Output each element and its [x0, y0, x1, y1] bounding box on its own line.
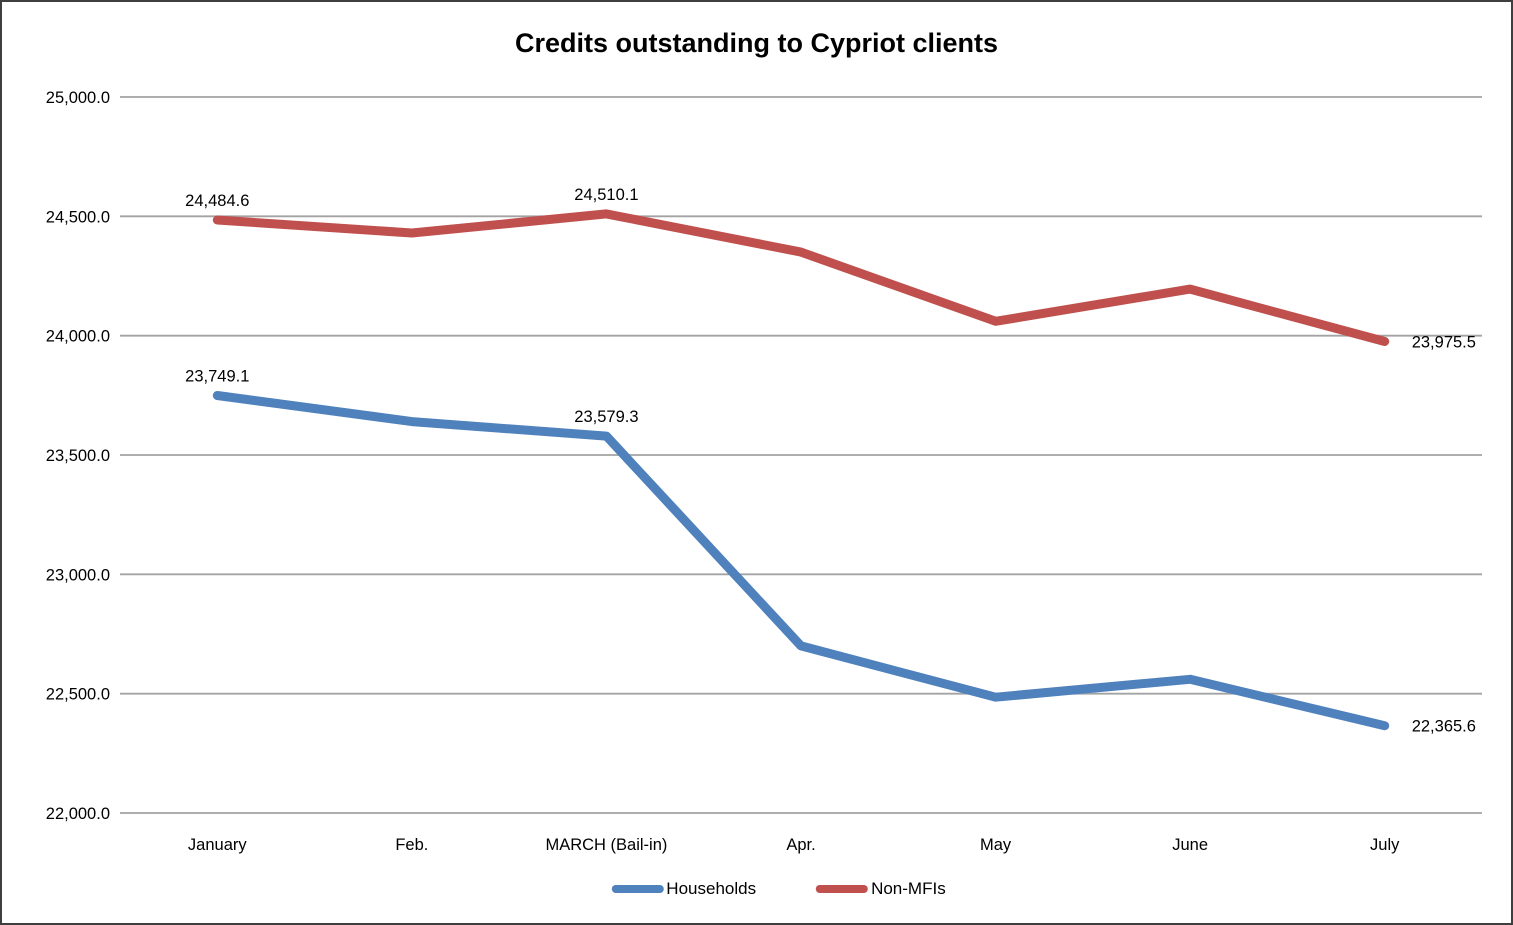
non-mfis-line-swatch [816, 885, 869, 893]
series-line-households [212, 391, 1390, 731]
x-axis-label: Apr. [786, 836, 815, 854]
legend-label-non-mfis: Non-MFIs [871, 879, 946, 898]
y-axis-tick-label: 23,000.0 [46, 566, 110, 584]
x-axis-label: May [980, 836, 1012, 854]
y-axis-tick-label: 23,500.0 [46, 447, 110, 465]
x-axis-label: July [1370, 836, 1400, 854]
legend-item-non-mfis: Non-MFIs [816, 879, 946, 899]
x-axis-label: MARCH (Bail-in) [545, 836, 667, 854]
y-axis-tick-label: 22,000.0 [46, 805, 110, 823]
data-label: 23,579.3 [574, 408, 638, 426]
y-axis-tick-label: 24,500.0 [46, 208, 110, 226]
y-axis-tick-label: 22,500.0 [46, 686, 110, 704]
data-label: 23,749.1 [185, 368, 249, 386]
x-axis-label: Feb. [395, 836, 428, 854]
chart-title: Credits outstanding to Cypriot clients [514, 28, 999, 58]
x-axis-label: January [188, 836, 247, 854]
data-label: 24,484.6 [185, 192, 249, 210]
y-axis-tick-label: 24,000.0 [46, 328, 110, 346]
data-label: 24,510.1 [574, 186, 638, 204]
legend: Households Non-MFIs [611, 879, 946, 899]
y-axis-tick-label: 25,000.0 [46, 89, 110, 107]
x-axis-label: June [1172, 836, 1208, 854]
households-line-swatch [611, 885, 664, 893]
data-label: 23,975.5 [1412, 334, 1476, 352]
series-line-non-mfis [212, 209, 1390, 346]
data-label: 22,365.6 [1412, 718, 1476, 736]
legend-label-households: Households [666, 879, 757, 898]
legend-item-households: Households [611, 879, 756, 899]
